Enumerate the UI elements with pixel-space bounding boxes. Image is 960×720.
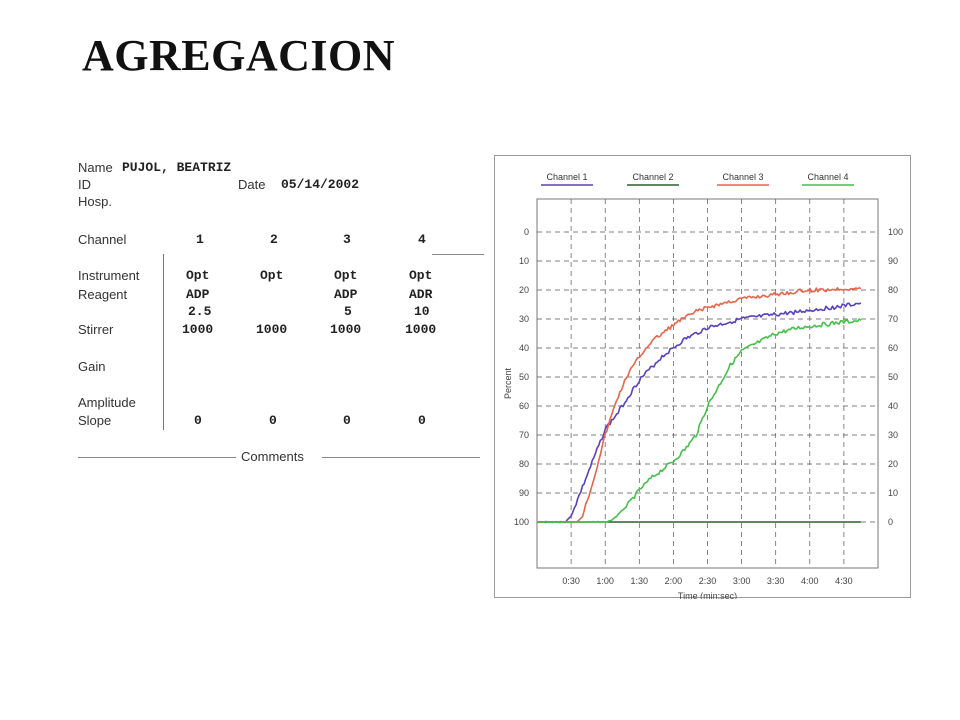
stirrer-2: 1000	[256, 322, 288, 337]
amplitude-label: Amplitude	[78, 395, 136, 410]
hosp-label: Hosp.	[78, 194, 112, 209]
y-left-tick-label: 10	[519, 256, 529, 266]
y-right-tick-label: 10	[888, 488, 898, 498]
x-tick-label: 4:00	[801, 576, 819, 586]
aggregation-chart: 0:30 1:00 1:30 2:00 2:30 3:00 3:30 4:00 4:300 100…	[503, 172, 903, 599]
series-line-channel-4	[536, 318, 862, 524]
stirrer-1: 1000	[182, 322, 214, 337]
instrument-1: Opt	[186, 268, 210, 283]
x-axis-label: Time (min:sec)	[678, 591, 737, 599]
y-right-tick-label: 80	[888, 285, 898, 295]
series-line-channel-3	[536, 287, 862, 524]
instrument-3: Opt	[334, 268, 358, 283]
y-left-tick-label: 0	[524, 227, 529, 237]
patient-report: Name PUJOL, BEATRIZ ID Date 05/14/2002 H…	[0, 0, 490, 480]
legend-label: Channel 3	[722, 172, 763, 182]
y-right-tick-label: 50	[888, 372, 898, 382]
channel-1-header: 1	[196, 232, 204, 247]
reagent-4: ADR	[409, 287, 433, 302]
date-value: 05/14/2002	[281, 177, 360, 192]
y-left-tick-label: 50	[519, 372, 529, 382]
x-tick-label: 4:30	[835, 576, 853, 586]
series-line-channel-1	[536, 302, 862, 524]
x-tick-label: 1:30	[631, 576, 649, 586]
comments-rule-right	[322, 457, 480, 458]
reagent-3: ADP	[334, 287, 358, 302]
x-tick-label: 2:00	[665, 576, 683, 586]
reagent-dose-3: 5	[344, 304, 352, 319]
date-label: Date	[238, 177, 266, 192]
slope-label: Slope	[78, 413, 112, 428]
legend-label: Channel 2	[632, 172, 673, 182]
reagent-dose-1: 2.5	[188, 304, 212, 319]
comments-rule-left	[78, 457, 236, 458]
channel-label: Channel	[78, 232, 127, 247]
y-left-tick-label: 90	[519, 488, 529, 498]
comments-label: Comments	[241, 449, 304, 464]
gain-label: Gain	[78, 359, 106, 374]
y-left-tick-label: 20	[519, 285, 529, 295]
slope-2: 0	[269, 413, 277, 428]
stirrer-4: 1000	[405, 322, 437, 337]
x-tick-label: 3:30	[767, 576, 785, 586]
name-value: PUJOL, BEATRIZ	[122, 160, 232, 175]
name-label: Name	[78, 160, 113, 175]
aggregation-chart-frame: 0:30 1:00 1:30 2:00 2:30 3:00 3:30 4:00 4:30 0 100…	[494, 155, 911, 599]
y-left-tick-label: 60	[519, 401, 529, 411]
reagent-dose-4: 10	[414, 304, 430, 319]
y-right-tick-label: 70	[888, 314, 898, 324]
y-right-tick-label: 40	[888, 401, 898, 411]
table-top-rule	[432, 254, 484, 255]
slide-title: AGREGACION	[82, 31, 396, 80]
instrument-2: Opt	[260, 268, 284, 283]
y-left-tick-label: 100	[514, 517, 529, 527]
y-right-tick-label: 0	[888, 517, 893, 527]
x-tick-label: 3:00	[733, 576, 751, 586]
slope-4: 0	[418, 413, 426, 428]
reagent-1: ADP	[186, 287, 210, 302]
y-right-tick-label: 60	[888, 343, 898, 353]
y-right-tick-label: 30	[888, 430, 898, 440]
stirrer-label: Stirrer	[78, 322, 114, 337]
instrument-label: Instrument	[78, 268, 140, 283]
channel-4-header: 4	[418, 232, 426, 247]
y-right-tick-label: 90	[888, 256, 898, 266]
stirrer-3: 1000	[330, 322, 362, 337]
y-left-tick-label: 70	[519, 430, 529, 440]
x-tick-label: 2:30	[699, 576, 717, 586]
legend-label: Channel 1	[546, 172, 587, 182]
instrument-4: Opt	[409, 268, 433, 283]
channel-3-header: 3	[343, 232, 351, 247]
reagent-label: Reagent	[78, 287, 128, 302]
y-right-tick-label: 100	[888, 227, 903, 237]
slope-1: 0	[194, 413, 202, 428]
x-tick-label: 1:00	[596, 576, 614, 586]
y-left-tick-label: 80	[519, 459, 529, 469]
y-left-tick-label: 40	[519, 343, 529, 353]
y-right-tick-label: 20	[888, 459, 898, 469]
y-axis-label: Percent	[503, 367, 513, 399]
channel-2-header: 2	[270, 232, 278, 247]
y-left-tick-label: 30	[519, 314, 529, 324]
table-divider	[163, 254, 164, 430]
legend-label: Channel 4	[807, 172, 848, 182]
x-tick-label: 0:30	[562, 576, 580, 586]
slope-3: 0	[343, 413, 351, 428]
id-label: ID	[78, 177, 91, 192]
